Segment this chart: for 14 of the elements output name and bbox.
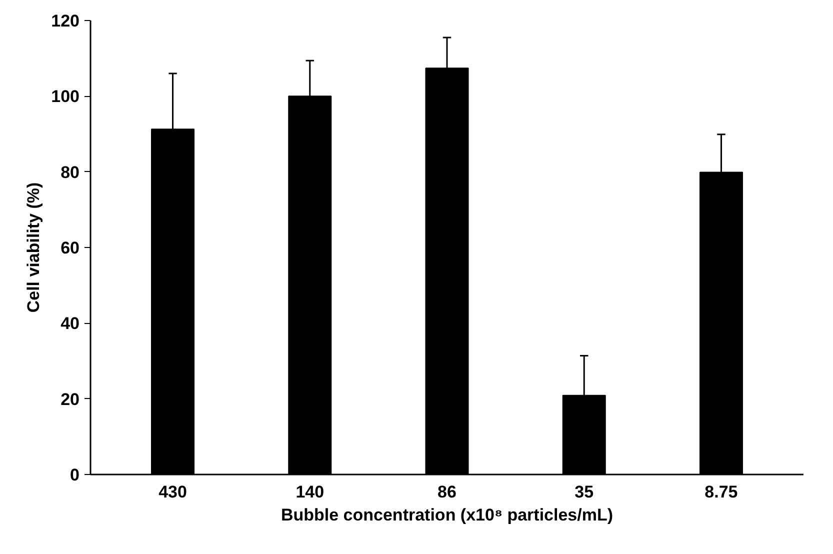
x-axis-title: Bubble concentration (x10⁸ particles/mL): [280, 506, 614, 524]
x-tick-label: 86: [438, 482, 456, 502]
x-tick-label: 8.75: [704, 482, 738, 502]
y-tick-label: 120: [51, 12, 80, 30]
y-tick-label: 0: [70, 466, 80, 484]
y-tick-label: 60: [60, 238, 80, 258]
x-tick-label: 430: [158, 482, 187, 502]
x-tick-label: 140: [296, 482, 324, 502]
y-tick-label: 20: [60, 390, 80, 409]
x-tick-label: 35: [574, 482, 594, 502]
y-axis-title: Cell viability (%): [24, 182, 44, 313]
y-tick-label: 80: [60, 162, 80, 182]
y-tick-label: 100: [51, 87, 80, 106]
y-tick-label: 40: [60, 314, 80, 334]
